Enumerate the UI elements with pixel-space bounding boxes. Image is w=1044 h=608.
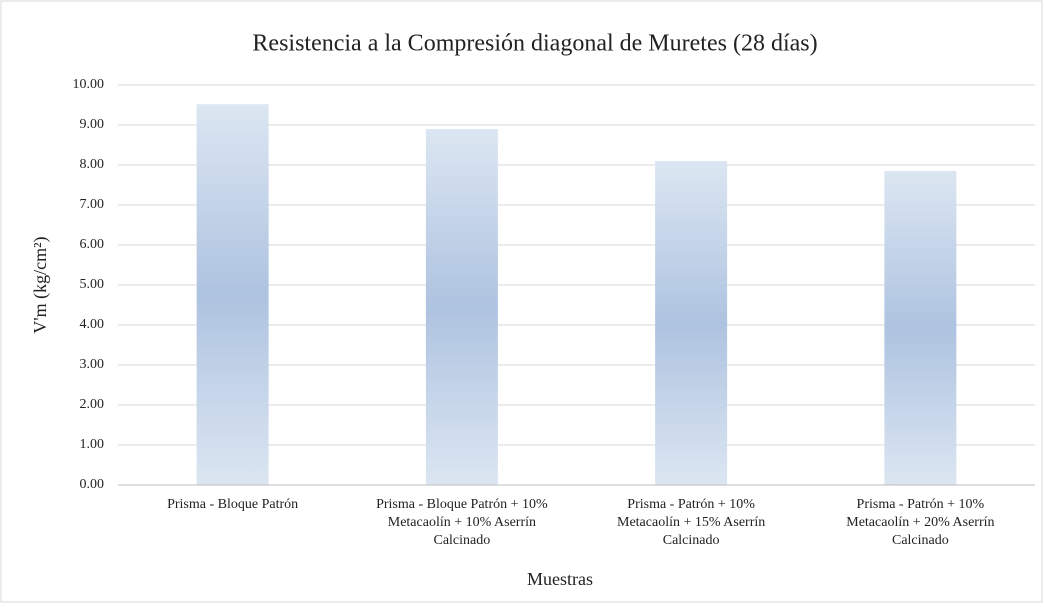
bar [655,161,728,485]
y-tick-label: 10.00 [73,77,105,92]
y-axis-label: V'm (kg/cm²) [30,236,51,333]
x-tick-label: Prisma - Patrón + 10% [857,497,985,512]
bar [884,171,957,485]
y-tick-label: 5.00 [80,277,105,292]
x-tick-label: Calcinado [892,533,949,548]
x-tick-label: Calcinado [433,533,490,548]
y-tick-label: 2.00 [80,397,105,412]
bar [196,104,269,485]
x-tick-label: Metacaolín + 20% Aserrín [846,515,994,530]
x-tick-label: Prisma - Patrón + 10% [627,497,755,512]
x-tick-label: Calcinado [663,533,720,548]
y-tick-label: 4.00 [80,317,105,332]
x-tick-label: Metacaolín + 15% Aserrín [617,515,765,530]
y-tick-label: 0.00 [80,477,105,492]
x-tick-label: Prisma - Bloque Patrón [167,497,298,512]
y-tick-label: 1.00 [80,437,105,452]
y-tick-label: 9.00 [80,117,105,132]
y-tick-label: 7.00 [80,197,105,212]
x-tick-label: Metacaolín + 10% Aserrín [388,515,536,530]
bar [425,129,498,485]
y-tick-label: 3.00 [80,357,105,372]
x-axis-label: Muestras [527,569,593,589]
y-tick-label: 8.00 [80,157,105,172]
y-tick-label: 6.00 [80,237,105,252]
chart-title: Resistencia a la Compresión diagonal de … [252,31,817,57]
x-tick-label: Prisma - Bloque Patrón + 10% [376,497,548,512]
